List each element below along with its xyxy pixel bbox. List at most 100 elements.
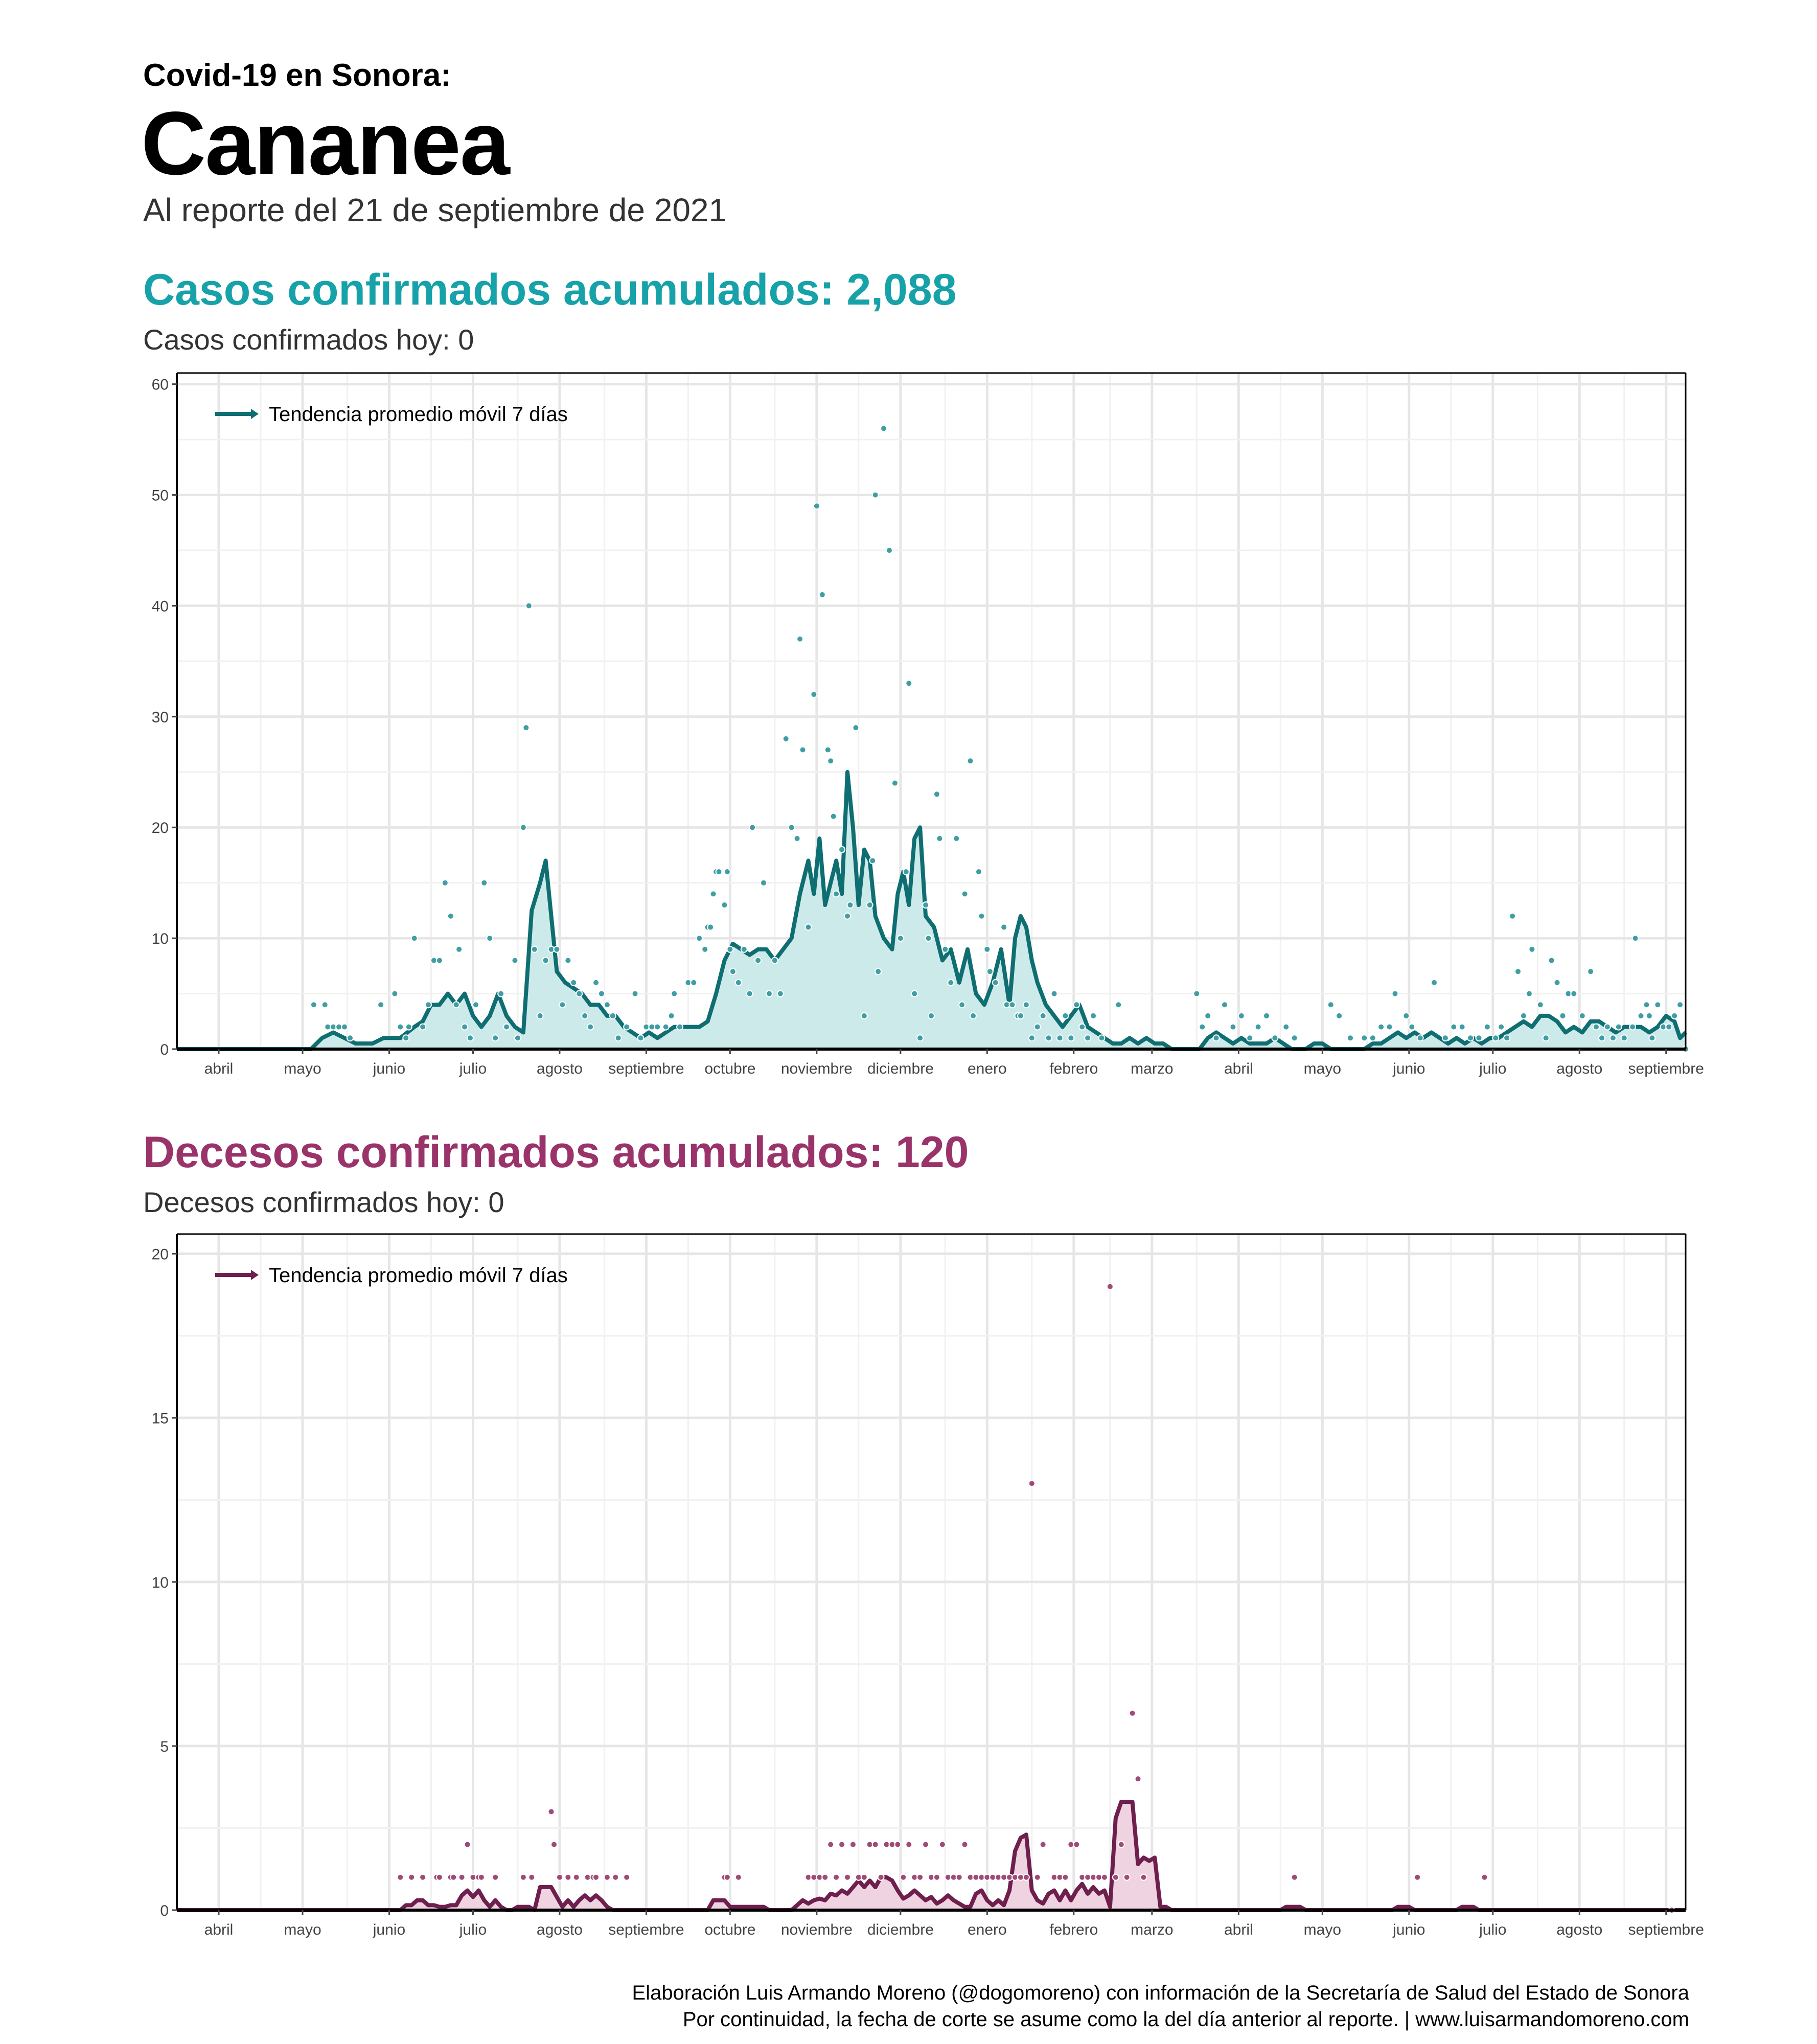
trend-line (177, 770, 1687, 1051)
data-point (1654, 1001, 1662, 1009)
data-point (905, 680, 913, 687)
data-point (1598, 1034, 1605, 1042)
legend: Tendencia promedio móvil 7 días (215, 403, 568, 426)
data-point (799, 746, 807, 754)
data-point (813, 502, 820, 510)
data-point (480, 879, 488, 887)
data-point (472, 1001, 479, 1009)
x-tick-label: mayo (1304, 1060, 1341, 1077)
x-tick-label: julio (459, 1060, 487, 1077)
data-point (1408, 1023, 1416, 1031)
data-point (1090, 1012, 1097, 1019)
data-point (838, 1841, 846, 1848)
data-point (614, 1034, 622, 1042)
data-point (1450, 1023, 1458, 1031)
data-point (1050, 990, 1058, 997)
data-point (1017, 1012, 1024, 1019)
data-point (916, 1873, 924, 1881)
data-point (1578, 1012, 1586, 1019)
data-point (1246, 1034, 1254, 1042)
data-point (941, 945, 949, 953)
x-tick-label: julio (1479, 1060, 1506, 1077)
x-tick-label: noviembre (781, 1060, 853, 1077)
data-point (341, 1023, 348, 1031)
data-point (992, 979, 999, 986)
data-point (804, 923, 812, 931)
data-point (1503, 1034, 1511, 1042)
y-tick-label: 15 (152, 1410, 169, 1427)
data-point (321, 1001, 329, 1009)
data-point (975, 868, 982, 875)
data-point (707, 923, 715, 931)
data-point (849, 1841, 857, 1848)
data-point (654, 1023, 661, 1031)
data-point (1039, 1841, 1047, 1848)
data-point (1648, 1034, 1656, 1042)
data-point (793, 834, 801, 842)
x-tick-label: mayo (284, 1060, 321, 1077)
daily-points (310, 425, 1689, 1053)
y-tick-label: 0 (160, 1041, 169, 1058)
data-point (1263, 1012, 1270, 1019)
data-point (410, 935, 418, 942)
data-point (391, 990, 399, 997)
deaths-title: Decesos confirmados acumulados: 120 (143, 1128, 969, 1177)
data-point (346, 1034, 354, 1042)
data-point (1643, 1001, 1650, 1009)
data-point (587, 1023, 594, 1031)
data-point (776, 990, 784, 997)
x-tick-label: julio (459, 1921, 487, 1938)
x-tick-label: agosto (1556, 1060, 1602, 1077)
data-point (1645, 1012, 1653, 1019)
data-point (886, 547, 893, 554)
data-point (1631, 935, 1639, 942)
data-point (1271, 1034, 1279, 1042)
data-point (564, 957, 572, 964)
legend-arrow-icon (251, 409, 259, 419)
data-point (1022, 1873, 1030, 1881)
data-point (690, 979, 698, 986)
data-point (1467, 1034, 1475, 1042)
data-point (519, 1873, 527, 1881)
data-point (1039, 1012, 1047, 1019)
y-tick-label: 20 (152, 1246, 169, 1263)
data-point (550, 1841, 558, 1848)
data-point (522, 724, 530, 732)
data-point (894, 1841, 902, 1848)
data-point (631, 990, 639, 997)
data-point (846, 901, 854, 909)
y-tick-label: 50 (152, 487, 169, 504)
cases-title: Casos confirmados acumulados: 2,088 (143, 265, 957, 314)
data-point (1587, 968, 1595, 975)
data-point (760, 879, 767, 887)
data-point (1073, 1841, 1080, 1848)
data-point (1514, 968, 1522, 975)
data-point (827, 1841, 835, 1848)
data-point (1620, 1034, 1628, 1042)
data-point (435, 957, 443, 964)
data-point (838, 846, 846, 853)
data-point (1665, 1023, 1673, 1031)
data-point (497, 990, 505, 997)
data-point (875, 968, 882, 975)
y-tick-label: 5 (160, 1738, 169, 1755)
data-point (947, 979, 955, 986)
data-point (1492, 1034, 1500, 1042)
x-tick-label: mayo (1304, 1921, 1341, 1938)
data-point (1084, 1034, 1092, 1042)
data-point (1000, 923, 1008, 931)
data-point (696, 935, 703, 942)
data-point (1078, 1023, 1086, 1031)
data-point (788, 824, 795, 831)
x-tick-label: febrero (1049, 1060, 1098, 1077)
data-point (542, 957, 549, 964)
data-point (564, 1873, 572, 1881)
x-tick-label: noviembre (781, 1921, 853, 1938)
data-point (1483, 1023, 1491, 1031)
data-point (450, 1873, 457, 1881)
trend-area (177, 1802, 1686, 1910)
data-point (866, 901, 873, 909)
data-point (723, 1873, 731, 1881)
data-point (397, 1873, 404, 1881)
data-point (425, 1001, 432, 1009)
